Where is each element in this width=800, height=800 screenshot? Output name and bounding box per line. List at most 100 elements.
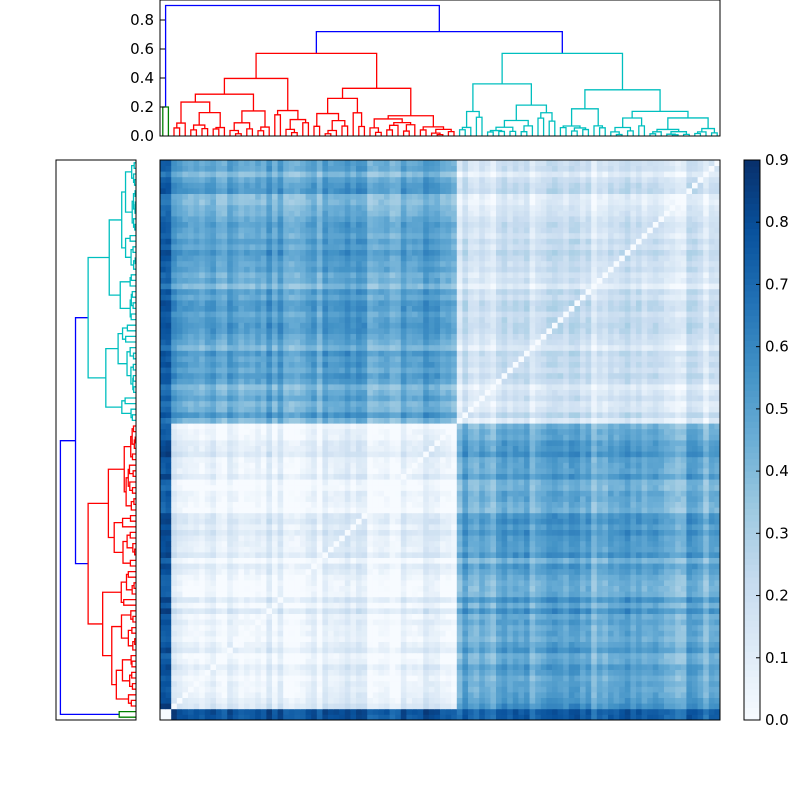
heatmap-cell [675, 529, 682, 536]
heatmap-cell [496, 658, 502, 665]
heatmap-cell [171, 557, 178, 564]
heatmap-cell [221, 714, 228, 721]
heatmap-cell [182, 641, 189, 648]
heatmap-cell [171, 692, 178, 698]
heatmap-cell [238, 552, 245, 558]
dendrogram-link [130, 435, 133, 458]
heatmap-cell [591, 675, 598, 682]
heatmap-cell [406, 512, 413, 519]
heatmap-cell [266, 630, 273, 637]
heatmap-cell [608, 602, 614, 609]
heatmap-cell [608, 658, 614, 665]
heatmap-cell [468, 574, 474, 581]
heatmap-cell [647, 647, 654, 654]
heatmap-cell [227, 557, 234, 564]
heatmap-cell [535, 636, 542, 642]
heatmap-cell [624, 664, 631, 670]
heatmap-cell [423, 636, 430, 642]
heatmap-cell [193, 507, 200, 514]
heatmap-cell [238, 507, 245, 514]
dendrogram-link [120, 581, 127, 604]
heatmap-cell [160, 529, 166, 536]
heatmap-cell [232, 490, 239, 497]
heatmap-cell [412, 540, 418, 547]
heatmap-cell [288, 535, 295, 542]
heatmap-cell [384, 692, 390, 698]
heatmap-cell [339, 490, 346, 497]
heatmap-cell [372, 479, 379, 486]
heatmap-cell [451, 608, 458, 614]
heatmap-cell [445, 624, 452, 631]
heatmap-cell [557, 563, 564, 570]
heatmap-cell [440, 563, 446, 570]
heatmap-cell [680, 540, 687, 547]
heatmap-cell [384, 703, 390, 710]
heatmap-cell [300, 507, 306, 514]
heatmap-cell [199, 636, 206, 642]
heatmap-cell [468, 451, 474, 458]
heatmap-cell [613, 708, 620, 715]
heatmap-cell [160, 602, 166, 609]
heatmap-cell [333, 473, 340, 480]
heatmap-cell [395, 484, 402, 491]
dendrogram-link [436, 133, 444, 136]
heatmap-cell [585, 686, 592, 693]
heatmap-cell [529, 568, 536, 575]
heatmap-cell [165, 613, 172, 620]
heatmap-cell [512, 512, 519, 519]
heatmap-cell [305, 647, 312, 654]
heatmap-cell [171, 484, 178, 491]
heatmap-cell [512, 624, 519, 631]
heatmap-cell [596, 496, 603, 502]
heatmap-cell [641, 585, 648, 592]
heatmap-cell [484, 496, 491, 502]
heatmap-cell [546, 580, 553, 586]
heatmap-cell [244, 636, 250, 642]
heatmap-cell [277, 602, 284, 609]
heatmap-cell [216, 591, 222, 598]
heatmap-cell [462, 484, 469, 491]
heatmap-cell [468, 630, 474, 637]
heatmap-cell [641, 574, 648, 581]
heatmap-cell [255, 524, 262, 530]
heatmap-cell [227, 468, 234, 474]
heatmap-cell [669, 512, 676, 519]
heatmap-cell [361, 708, 368, 715]
heatmap-cell [456, 557, 463, 564]
heatmap-cell [512, 490, 519, 497]
heatmap-cell [417, 456, 424, 463]
heatmap-cell [479, 524, 486, 530]
heatmap-cell [322, 692, 329, 698]
heatmap-cell [703, 490, 710, 497]
heatmap-cell [244, 563, 250, 570]
heatmap-cell [176, 714, 183, 721]
heatmap-cell [524, 501, 530, 508]
heatmap-cell [680, 524, 687, 530]
heatmap-cell [244, 451, 250, 458]
heatmap-cell [619, 630, 626, 637]
heatmap-cell [227, 647, 234, 654]
heatmap-cell [182, 591, 189, 598]
heatmap-cell [479, 624, 486, 631]
heatmap-cell [434, 535, 441, 542]
heatmap-cell [288, 708, 295, 715]
heatmap-cell [568, 658, 575, 665]
heatmap-cell [412, 624, 418, 631]
heatmap-cell [255, 591, 262, 598]
heatmap-cell [322, 697, 329, 704]
heatmap-cell [283, 535, 290, 542]
heatmap-cell [311, 591, 318, 598]
heatmap-cell [518, 669, 525, 676]
heatmap-cell [563, 473, 570, 480]
heatmap-cell [636, 552, 642, 558]
heatmap-cell [227, 596, 234, 603]
heatmap-cell [490, 580, 497, 586]
heatmap-cell [249, 647, 256, 654]
heatmap-cell [445, 552, 452, 558]
heatmap-cell [596, 484, 603, 491]
heatmap-cell [300, 535, 306, 542]
heatmap-cell [182, 692, 189, 698]
heatmap-cell [664, 686, 670, 693]
heatmap-cell [518, 585, 525, 592]
heatmap-cell [512, 708, 519, 715]
